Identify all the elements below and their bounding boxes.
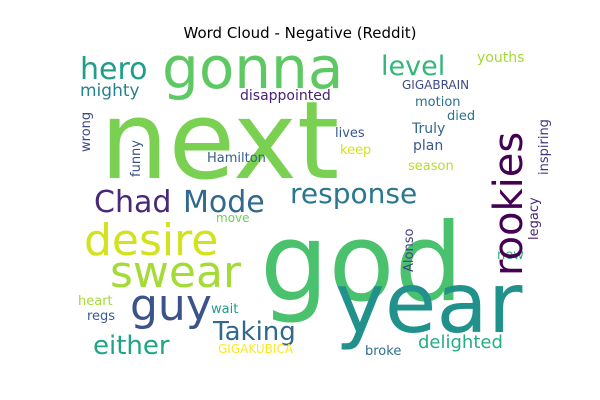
word-broke: broke — [365, 344, 401, 359]
word-hamilton: Hamilton — [207, 151, 266, 166]
word-mighty: mighty — [80, 81, 140, 101]
word-gonna: gonna — [162, 34, 343, 102]
word-keep: keep — [340, 143, 371, 158]
word-lives: lives — [335, 126, 365, 141]
word-plan: plan — [413, 138, 443, 154]
word-god: god — [260, 201, 463, 326]
word-delighted: delighted — [418, 332, 503, 353]
word-gigabrain: GIGABRAIN — [402, 78, 469, 92]
word-wrong: wrong — [79, 112, 94, 152]
word-either: either — [93, 331, 170, 361]
word-taking: Taking — [212, 317, 296, 347]
word-move: move — [216, 211, 250, 225]
word-heart: heart — [78, 294, 113, 309]
word-year: year — [335, 254, 523, 352]
word-mode: Mode — [183, 185, 265, 220]
word-new: new — [497, 248, 524, 263]
word-gigakubica: GIGAKUBICA — [218, 342, 294, 356]
word-youths: youths — [477, 50, 524, 66]
word-regs: regs — [87, 309, 115, 324]
word-desire: desire — [84, 215, 218, 266]
word-disappointed: disappointed — [240, 88, 331, 104]
word-response: response — [290, 177, 417, 210]
word-guy: guy — [130, 280, 212, 331]
word-truly: Truly — [411, 121, 445, 137]
word-swear: swear — [110, 247, 242, 298]
chart-title: Word Cloud - Negative (Reddit) — [183, 24, 417, 42]
word-died: died — [447, 109, 475, 124]
word-season: season — [408, 159, 454, 174]
word-motion: motion — [415, 95, 461, 110]
word-hero: hero — [80, 52, 148, 87]
word-level: level — [381, 51, 445, 82]
word-funny: funny — [129, 140, 144, 177]
word-chad: Chad — [94, 185, 171, 220]
word-legacy: legacy — [527, 197, 542, 240]
word-inspiring: inspiring — [537, 119, 552, 175]
word-next: next — [100, 79, 339, 204]
word-wait: wait — [211, 302, 238, 317]
word-rookies: rookies — [486, 132, 532, 276]
word-alonso: Alonso — [402, 229, 417, 272]
